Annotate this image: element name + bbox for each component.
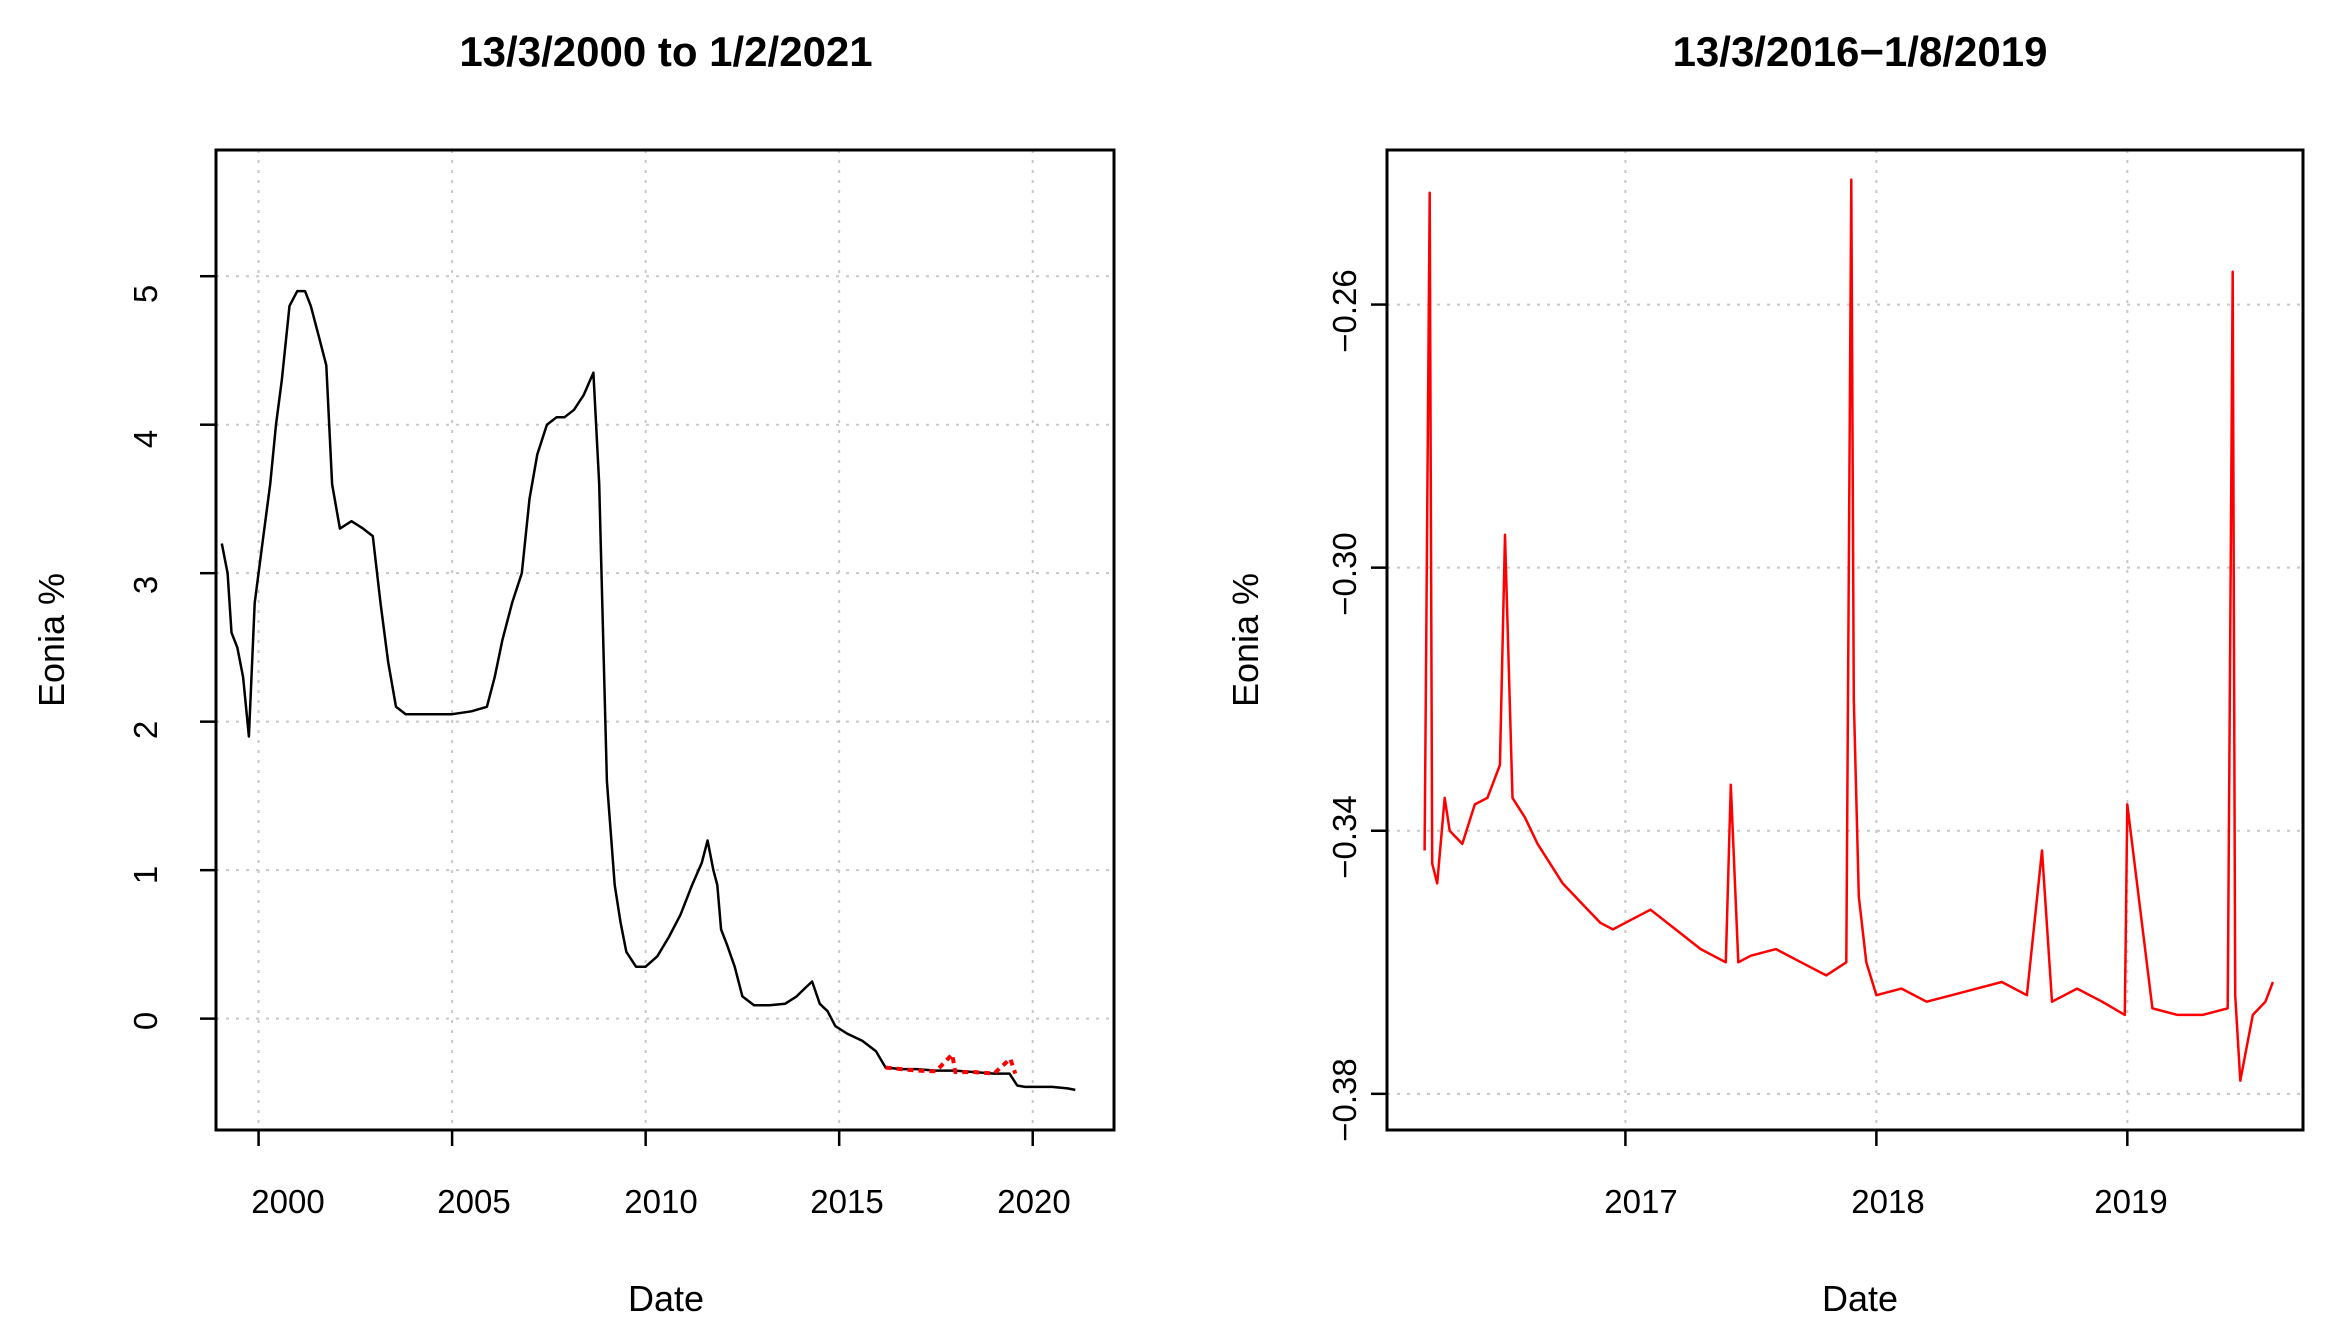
right-chart-title: 13/3/2016−1/8/2019	[1673, 28, 2048, 75]
left-x-tick-label: 2020	[997, 1183, 1070, 1220]
right-y-axis-title: Eonia %	[1225, 573, 1266, 707]
left-y-tick-label: 2	[127, 721, 164, 739]
left-plot-frame	[214, 148, 1116, 1132]
right-y-tick-label: −0.34	[1326, 795, 1363, 879]
left-y-tick-label: 3	[127, 576, 164, 594]
right-y-axis: −0.38 −0.34 −0.30 −0.26	[1326, 269, 1387, 1142]
left-grid	[216, 150, 1114, 1130]
left-y-tick-label: 1	[127, 866, 164, 884]
right-x-tick-label: 2017	[1604, 1183, 1677, 1220]
right-y-tick-label: −0.38	[1326, 1058, 1363, 1142]
right-series-layer	[1423, 178, 2275, 1082]
left-y-tick-label: 4	[127, 430, 164, 448]
left-series-line-1	[885, 1052, 1018, 1076]
right-plot-frame	[1385, 148, 2305, 1132]
right-panel: 13/3/2016−1/8/2019 2017 2018 2019 −0.38 …	[1225, 28, 2305, 1319]
right-x-axis: 2017 2018 2019	[1604, 1130, 2168, 1220]
right-series-line-0	[1423, 178, 2275, 1082]
left-y-tick-label: 0	[127, 1012, 164, 1030]
right-y-tick-label: −0.26	[1326, 269, 1363, 353]
right-x-tick-label: 2018	[1851, 1183, 1924, 1220]
right-grid	[1387, 150, 2303, 1130]
left-x-axis: 2000 2005 2010 2015 2020	[251, 1130, 1071, 1220]
left-x-tick-label: 2015	[810, 1183, 883, 1220]
left-panel: 13/3/2000 to 1/2/2021 2000 2005 2010 201…	[31, 28, 1116, 1319]
right-y-tick-label: −0.30	[1326, 532, 1363, 616]
left-series-line-0	[220, 289, 1076, 1092]
left-chart-title: 13/3/2000 to 1/2/2021	[459, 28, 872, 75]
left-x-tick-label: 2010	[624, 1183, 697, 1220]
left-x-tick-label: 2000	[251, 1183, 324, 1220]
right-x-axis-title: Date	[1822, 1278, 1898, 1319]
right-x-tick-label: 2019	[2094, 1183, 2167, 1220]
left-x-axis-title: Date	[628, 1278, 704, 1319]
left-y-axis-title: Eonia %	[31, 573, 72, 707]
left-series-layer	[220, 289, 1076, 1092]
left-x-tick-label: 2005	[437, 1183, 510, 1220]
left-y-axis: 0 1 2 3 4 5	[127, 274, 216, 1030]
left-y-tick-label: 5	[127, 285, 164, 303]
